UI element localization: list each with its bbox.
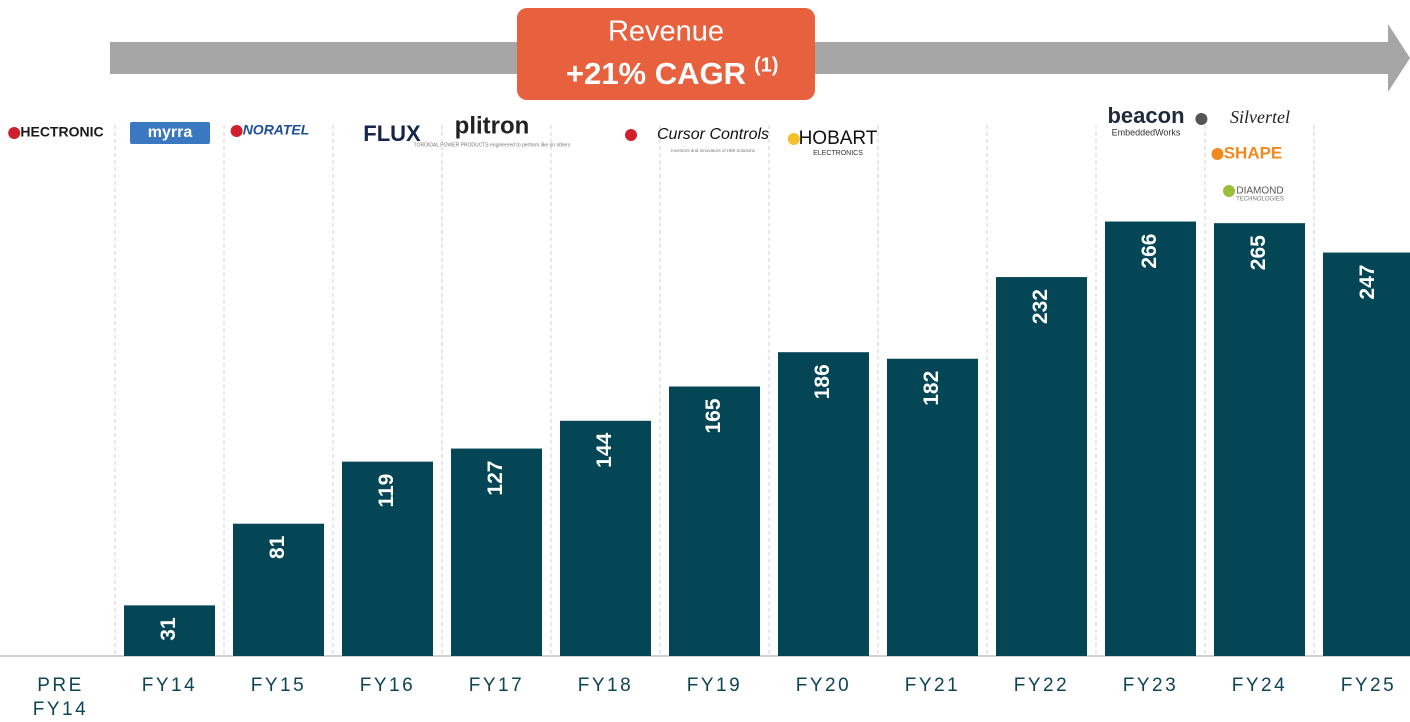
logo-name: Cursor Controls xyxy=(657,126,769,143)
chart-title: Revenue xyxy=(608,16,724,48)
value-label: 186 xyxy=(811,364,834,399)
bar xyxy=(124,605,215,656)
value-label: 165 xyxy=(702,398,725,433)
x-tick-label: FY14 xyxy=(141,675,198,696)
logo-icon xyxy=(1195,113,1208,125)
value-label: 266 xyxy=(1138,234,1161,269)
x-tick-label: FY21 xyxy=(904,675,961,696)
bar xyxy=(669,386,760,656)
logo-tagline: Inventors and Innovators of HMI Solution… xyxy=(671,148,756,153)
logo-name: FLUX xyxy=(363,121,421,146)
cagr-label: +21% CAGR xyxy=(566,56,746,91)
logo-name: myrra xyxy=(148,124,193,141)
logo-tagline: TECHNOLOGIES xyxy=(1236,197,1284,203)
logo-icon xyxy=(787,133,800,145)
x-tick-label: FY25 xyxy=(1340,675,1397,696)
bar xyxy=(233,523,324,656)
value-label: 144 xyxy=(593,432,616,467)
value-label: 127 xyxy=(484,461,507,496)
bar xyxy=(778,352,869,656)
logo-icon xyxy=(230,125,243,137)
bar xyxy=(887,358,978,656)
cagr-box xyxy=(517,8,815,100)
logo-icon xyxy=(1223,185,1235,197)
x-tick-label: FY19 xyxy=(686,675,743,696)
x-tick-label: FY22 xyxy=(1013,675,1070,696)
x-tick-label: FY20 xyxy=(795,675,852,696)
bar xyxy=(560,420,651,656)
logo-name: HOBART xyxy=(799,128,878,149)
value-label: 247 xyxy=(1356,265,1379,300)
logo-tagline: ELECTRONICS xyxy=(813,150,863,157)
logo-tagline: TOROIDAL POWER PRODUCTS engineered to pe… xyxy=(414,142,571,148)
bar xyxy=(342,461,433,656)
logo-tagline: EmbeddedWorks xyxy=(1112,127,1181,137)
logo-name: DIAMOND xyxy=(1236,186,1283,197)
value-label: 265 xyxy=(1247,235,1270,270)
x-tick-label: FY18 xyxy=(577,675,634,696)
cagr-footnote: (1) xyxy=(754,54,778,76)
bar xyxy=(996,277,1087,656)
bar xyxy=(1214,223,1305,656)
logo-box xyxy=(130,122,210,144)
logo-name: NORATEL xyxy=(243,122,310,138)
logo-name: plitron xyxy=(455,112,530,139)
logo-icon xyxy=(1211,148,1224,160)
value-label: 31 xyxy=(157,617,180,641)
logo-name: Silvertel xyxy=(1230,107,1290,127)
value-label: 182 xyxy=(920,371,943,406)
x-tick-label: FY24 xyxy=(1231,675,1288,696)
value-label: 119 xyxy=(375,474,398,508)
x-tick-label: FY16 xyxy=(359,675,416,696)
x-tick-label: FY17 xyxy=(468,675,525,696)
x-tick-label: FY23 xyxy=(1122,675,1179,696)
x-tick-label: FY15 xyxy=(250,675,307,696)
bar xyxy=(1323,252,1410,657)
bar xyxy=(451,448,542,656)
x-tick-label: PRE FY14 xyxy=(32,675,89,720)
logo-name: SHAPE xyxy=(1224,143,1283,162)
value-label: 232 xyxy=(1029,289,1052,324)
value-label: 81 xyxy=(266,535,289,559)
bar xyxy=(1105,221,1196,657)
logo-icon xyxy=(8,127,21,139)
logo-name: HECTRONIC xyxy=(20,124,103,140)
logo-icon xyxy=(625,129,637,141)
logo-name: beacon xyxy=(1107,103,1184,128)
